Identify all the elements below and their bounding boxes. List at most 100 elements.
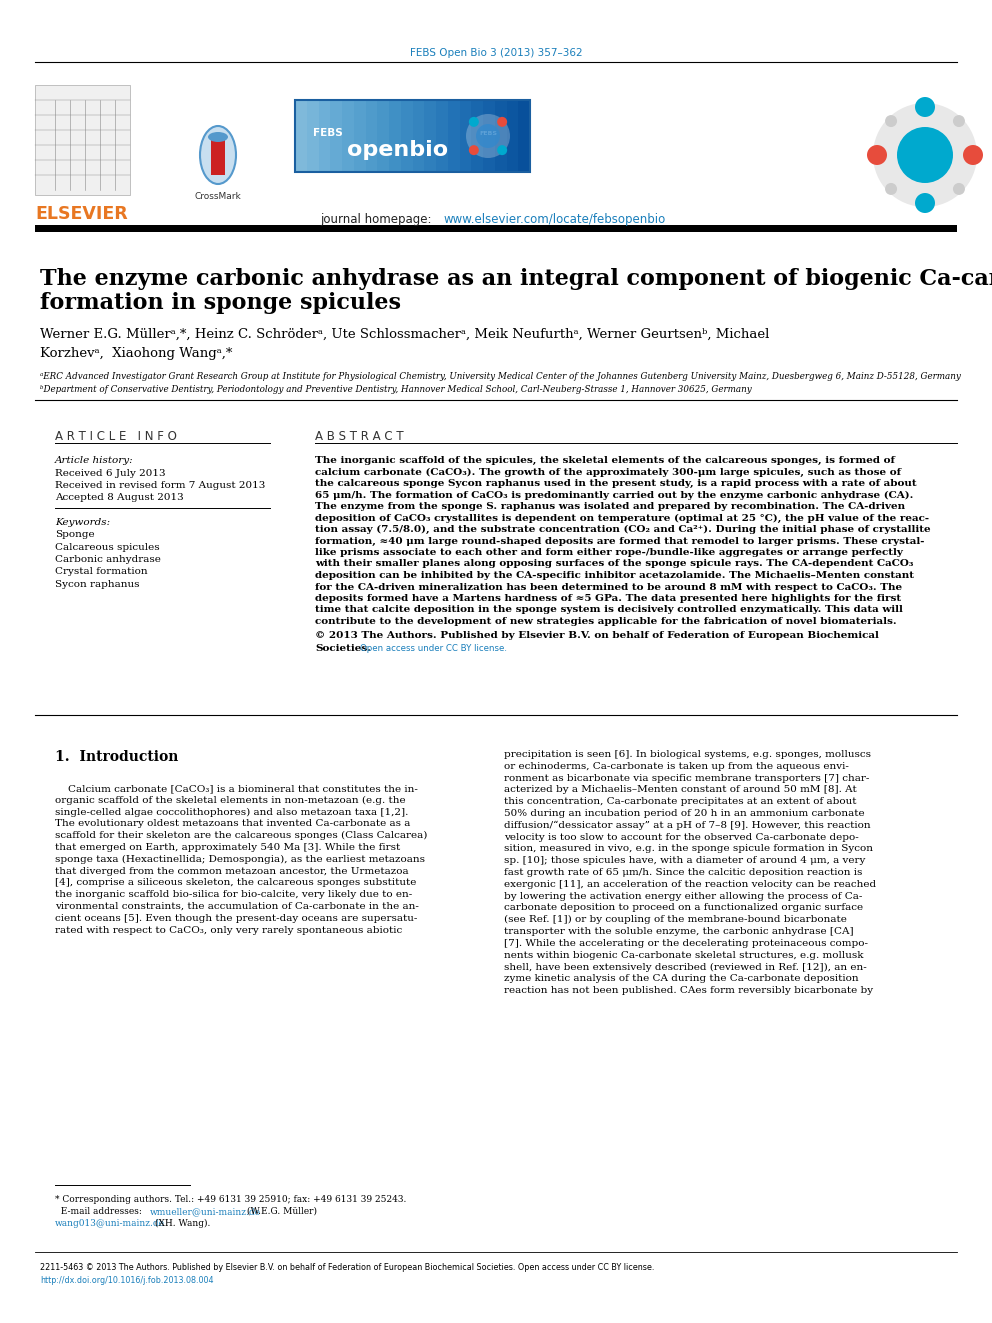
Bar [507,101,518,172]
Bar [389,101,401,172]
Text: Crystal formation: Crystal formation [55,568,148,577]
Text: ᵇDepartment of Conservative Dentistry, Periodontology and Preventive Dentistry, : ᵇDepartment of Conservative Dentistry, P… [40,385,752,394]
Text: ᵃERC Advanced Investigator Grant Research Group at Institute for Physiological C: ᵃERC Advanced Investigator Grant Researc… [40,372,961,381]
Text: wang013@uni-mainz.de: wang013@uni-mainz.de [55,1218,165,1228]
Text: The inorganic scaffold of the spicules, the skeletal elements of the calcareous : The inorganic scaffold of the spicules, … [315,456,895,464]
Bar [307,101,318,172]
Text: Received in revised form 7 August 2013: Received in revised form 7 August 2013 [55,482,266,490]
Text: The enzyme from the sponge S. raphanus was isolated and prepared by recombinatio: The enzyme from the sponge S. raphanus w… [315,501,905,511]
Circle shape [953,183,965,194]
Circle shape [497,146,507,155]
Text: 50% during an incubation period of 20 h in an ammonium carbonate: 50% during an incubation period of 20 h … [504,808,865,818]
Text: Keywords:: Keywords: [55,519,110,527]
Text: Open access under CC BY license.: Open access under CC BY license. [360,644,507,654]
Circle shape [873,103,977,206]
Text: velocity is too slow to account for the observed Ca-carbonate depo-: velocity is too slow to account for the … [504,832,859,841]
Text: that diverged from the common metazoan ancestor, the Urmetazoa: that diverged from the common metazoan a… [55,867,409,876]
Text: [4], comprise a siliceous skeleton, the calcareous sponges substitute: [4], comprise a siliceous skeleton, the … [55,878,417,888]
Text: sponge taxa (Hexactinellida; Demospongia), as the earliest metazoans: sponge taxa (Hexactinellida; Demospongia… [55,855,425,864]
Bar [211,138,225,175]
Bar [35,85,130,194]
Text: deposits formed have a Martens hardness of ≈5 GPa. The data presented here highl: deposits formed have a Martens hardness … [315,594,901,603]
Text: Received 6 July 2013: Received 6 July 2013 [55,468,166,478]
Text: The evolutionary oldest metazoans that invented Ca-carbonate as a: The evolutionary oldest metazoans that i… [55,819,411,828]
Text: (see Ref. [1]) or by coupling of the membrane-bound bicarbonate: (see Ref. [1]) or by coupling of the mem… [504,916,847,925]
Ellipse shape [208,132,228,142]
Text: 65 μm/h. The formation of CaCO₃ is predominantly carried out by the enzyme carbo: 65 μm/h. The formation of CaCO₃ is predo… [315,491,914,500]
Text: ELSEVIER: ELSEVIER [35,205,128,224]
Circle shape [469,116,479,127]
Text: 1.  Introduction: 1. Introduction [55,750,179,763]
Text: Korzhevᵃ,  Xiaohong Wangᵃ,*: Korzhevᵃ, Xiaohong Wangᵃ,* [40,347,232,360]
Circle shape [915,193,935,213]
Text: A B S T R A C T: A B S T R A C T [315,430,404,443]
Text: Sycon raphanus: Sycon raphanus [55,579,140,589]
Text: zyme kinetic analysis of the CA during the Ca-carbonate deposition: zyme kinetic analysis of the CA during t… [504,974,859,983]
Circle shape [867,146,887,165]
Bar [425,101,436,172]
Text: E-mail addresses:: E-mail addresses: [55,1207,145,1216]
Text: tion assay (7.5/8.0), and the substrate concentration (CO₂ and Ca²⁺). During the: tion assay (7.5/8.0), and the substrate … [315,525,930,534]
Text: rated with respect to CaCO₃, only very rarely spontaneous abiotic: rated with respect to CaCO₃, only very r… [55,926,402,934]
Text: FEBS: FEBS [910,147,940,157]
Text: www.elsevier.com/locate/febsopenbio: www.elsevier.com/locate/febsopenbio [444,213,667,226]
Text: [7]. While the accelerating or the decelerating proteinaceous compo-: [7]. While the accelerating or the decel… [504,939,868,947]
Text: organic scaffold of the skeletal elements in non-metazoan (e.g. the: organic scaffold of the skeletal element… [55,796,406,804]
Circle shape [476,124,500,148]
Text: the calcareous sponge Sycon raphanus used in the present study, is a rapid proce: the calcareous sponge Sycon raphanus use… [315,479,917,488]
Text: reaction has not been published. CAes form reversibly bicarbonate by: reaction has not been published. CAes fo… [504,986,873,995]
Text: diffusion/“dessicator assay” at a pH of 7–8 [9]. However, this reaction: diffusion/“dessicator assay” at a pH of … [504,820,871,830]
Bar [330,101,342,172]
Bar [518,101,530,172]
Text: FEBS: FEBS [313,128,343,138]
Text: time that calcite deposition in the sponge system is decisively controlled enzym: time that calcite deposition in the spon… [315,606,903,614]
Text: transporter with the soluble enzyme, the carbonic anhydrase [CA]: transporter with the soluble enzyme, the… [504,927,854,935]
Text: © 2013 The Authors. Published by Elsevier B.V. on behalf of Federation of Europe: © 2013 The Authors. Published by Elsevie… [315,631,879,639]
Text: or echinoderms, Ca-carbonate is taken up from the aqueous envi-: or echinoderms, Ca-carbonate is taken up… [504,762,849,771]
Text: deposition can be inhibited by the CA-specific inhibitor acetazolamide. The Mich: deposition can be inhibited by the CA-sp… [315,572,914,579]
Text: 2211-5463 © 2013 The Authors. Published by Elsevier B.V. on behalf of Federation: 2211-5463 © 2013 The Authors. Published … [40,1263,655,1271]
Text: carbonate deposition to proceed on a functionalized organic surface: carbonate deposition to proceed on a fun… [504,904,863,913]
Ellipse shape [200,126,236,184]
Text: for the CA-driven mineralization has been determined to be around 8 mM with resp: for the CA-driven mineralization has bee… [315,582,902,591]
Text: sp. [10]; those spicules have, with a diameter of around 4 μm, a very: sp. [10]; those spicules have, with a di… [504,856,865,865]
Text: like prisms associate to each other and form either rope-/bundle-like aggregates: like prisms associate to each other and … [315,548,903,557]
Bar [447,101,459,172]
Text: single-celled algae coccolithophores) and also metazoan taxa [1,2].: single-celled algae coccolithophores) an… [55,807,409,816]
Text: FEBS: FEBS [479,131,497,136]
Text: deposition of CaCO₃ crystallites is dependent on temperature (optimal at 25 °C),: deposition of CaCO₃ crystallites is depe… [315,513,930,523]
Circle shape [897,127,953,183]
Text: the inorganic scaffold bio-silica for bio-calcite, very likely due to en-: the inorganic scaffold bio-silica for bi… [55,890,413,900]
Text: that emerged on Earth, approximately 540 Ma [3]. While the first: that emerged on Earth, approximately 540… [55,843,400,852]
Text: The enzyme carbonic anhydrase as an integral component of biogenic Ca-carbonate: The enzyme carbonic anhydrase as an inte… [40,269,992,290]
Bar [365,101,377,172]
Bar [471,101,483,172]
Text: exergonic [11], an acceleration of the reaction velocity can be reached: exergonic [11], an acceleration of the r… [504,880,876,889]
Circle shape [915,97,935,116]
Bar [318,101,330,172]
Bar [35,225,957,232]
Circle shape [469,146,479,155]
Text: openbio: openbio [347,140,448,160]
Text: sition, measured in vivo, e.g. in the sponge spicule formation in Sycon: sition, measured in vivo, e.g. in the sp… [504,844,873,853]
Circle shape [466,114,510,157]
Text: this concentration, Ca-carbonate precipitates at an extent of about: this concentration, Ca-carbonate precipi… [504,798,856,806]
Text: Societies.: Societies. [315,644,371,654]
Text: formation in sponge spicules: formation in sponge spicules [40,292,401,314]
Text: contribute to the development of new strategies applicable for the fabrication o: contribute to the development of new str… [315,617,897,626]
Text: cient oceans [5]. Even though the present-day oceans are supersatu-: cient oceans [5]. Even though the presen… [55,914,418,923]
Text: Article history:: Article history: [55,456,134,464]
Text: shell, have been extensively described (reviewed in Ref. [12]), an en-: shell, have been extensively described (… [504,962,867,971]
Text: fast growth rate of 65 μm/h. Since the calcitic deposition reaction is: fast growth rate of 65 μm/h. Since the c… [504,868,862,877]
Text: A R T I C L E   I N F O: A R T I C L E I N F O [55,430,177,443]
Text: by lowering the activation energy either allowing the process of Ca-: by lowering the activation energy either… [504,892,862,901]
Text: Carbonic anhydrase: Carbonic anhydrase [55,556,161,564]
Text: (XH. Wang).: (XH. Wang). [152,1218,210,1228]
Text: Calcium carbonate [CaCO₃] is a biomineral that constitutes the in-: Calcium carbonate [CaCO₃] is a biominera… [55,785,418,792]
Bar [377,101,389,172]
Bar [436,101,447,172]
Bar [354,101,365,172]
Text: (W.E.G. Müller): (W.E.G. Müller) [244,1207,317,1216]
Text: Accepted 8 August 2013: Accepted 8 August 2013 [55,493,184,501]
Text: * Corresponding authors. Tel.: +49 6131 39 25910; fax: +49 6131 39 25243.: * Corresponding authors. Tel.: +49 6131 … [55,1195,407,1204]
